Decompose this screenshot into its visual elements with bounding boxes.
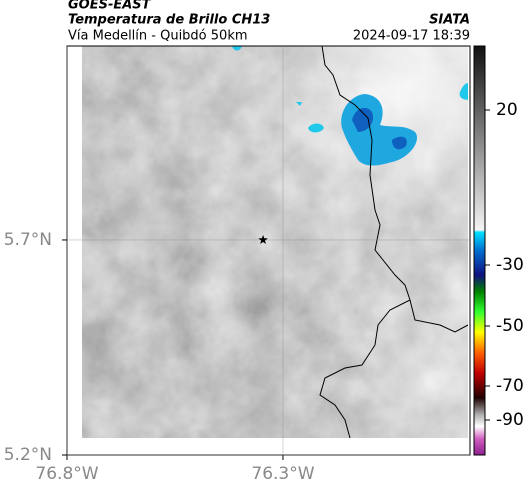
y-tick-label: 5.2°N (4, 445, 52, 465)
product: Temperatura de Brillo CH13 (68, 13, 270, 28)
location-marker (258, 235, 268, 244)
colorbar-tick-label: -70 (496, 376, 524, 396)
colorbar-tick-label: -50 (496, 316, 524, 336)
route: Vía Medellín - Quibdó 50km (68, 29, 248, 44)
colorbar-tick-label: 20 (496, 100, 518, 120)
colorbar (473, 45, 486, 456)
org: SIATA (429, 13, 470, 28)
x-tick-label: 76.8°W (35, 464, 98, 484)
satellite-image (82, 46, 468, 438)
x-tick-label: 76.3°W (251, 464, 314, 484)
colorbar-tick-label: -30 (496, 255, 524, 275)
y-tick-label: 5.7°N (4, 230, 52, 250)
colorbar-tick-label: -90 (496, 410, 524, 430)
datetime: 2024-09-17 18:39 (353, 29, 470, 44)
source: GOES-EAST (68, 0, 152, 13)
